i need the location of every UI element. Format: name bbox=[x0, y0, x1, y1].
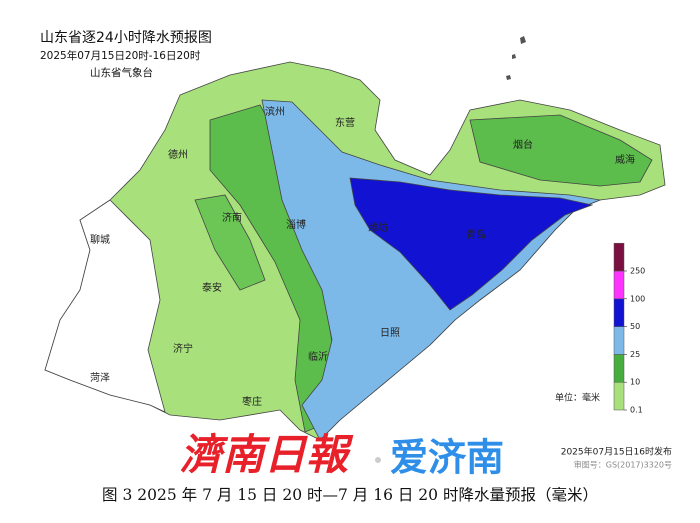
city-label: 潍坊 bbox=[368, 221, 388, 234]
legend-tick-label: 100 bbox=[630, 294, 645, 303]
city-label: 泰安 bbox=[202, 281, 222, 294]
legend-swatch bbox=[613, 298, 625, 327]
city-label: 烟台 bbox=[513, 138, 533, 151]
legend-swatch bbox=[613, 326, 625, 355]
city-label: 淄博 bbox=[286, 218, 306, 231]
watermark-app: 爱济南 bbox=[390, 436, 504, 480]
region-dark-blue bbox=[349, 177, 594, 311]
city-label: 菏泽 bbox=[90, 372, 110, 384]
island bbox=[512, 54, 516, 59]
region-white bbox=[44, 199, 166, 413]
watermark-dot bbox=[375, 457, 381, 463]
legend-tick-label: 50 bbox=[630, 322, 640, 331]
city-label: 德州 bbox=[168, 148, 188, 161]
forecast-period: 2025年07月15日20时-16日20时 bbox=[40, 49, 201, 62]
legend-tick-label: 0.1 bbox=[630, 406, 643, 415]
city-label: 威海 bbox=[615, 153, 635, 166]
island bbox=[506, 75, 511, 80]
legend-tick-label: 250 bbox=[630, 267, 645, 276]
city-label: 日照 bbox=[380, 327, 400, 339]
region-green-ne bbox=[469, 114, 653, 187]
city-label: 临沂 bbox=[308, 350, 328, 363]
city-label: 滨州 bbox=[265, 105, 285, 118]
issuer: 山东省气象台 bbox=[90, 66, 153, 79]
legend-swatch bbox=[613, 381, 625, 411]
city-label: 济南 bbox=[222, 211, 242, 224]
approval-number: 审图号：GS(2017)3320号 bbox=[574, 460, 672, 470]
city-label: 聊城 bbox=[90, 233, 110, 246]
legend-swatch bbox=[613, 270, 625, 300]
legend-tick-label: 25 bbox=[630, 350, 640, 359]
city-label: 东营 bbox=[335, 116, 355, 129]
issued-time: 2025年07月15日16时发布 bbox=[561, 446, 672, 458]
map-title: 山东省逐24小时降水预报图 bbox=[40, 30, 212, 46]
legend-tick-label: 10 bbox=[630, 378, 640, 387]
caption: 图 3 2025 年 7 月 15 日 20 时—7 月 16 日 20 时降水… bbox=[102, 485, 598, 504]
province-map bbox=[44, 36, 666, 441]
legend-swatch bbox=[613, 242, 625, 272]
legend: 0.1 10 25 50 100 250 bbox=[613, 242, 645, 415]
city-label: 济宁 bbox=[173, 342, 193, 355]
watermark-newspaper: 濟南日報 bbox=[180, 430, 354, 479]
city-label: 枣庄 bbox=[242, 395, 262, 408]
legend-swatch bbox=[613, 354, 625, 383]
city-label: 青岛 bbox=[466, 228, 486, 241]
legend-unit: 单位：毫米 bbox=[555, 392, 600, 404]
island bbox=[520, 36, 526, 44]
region-green-w bbox=[194, 194, 266, 291]
